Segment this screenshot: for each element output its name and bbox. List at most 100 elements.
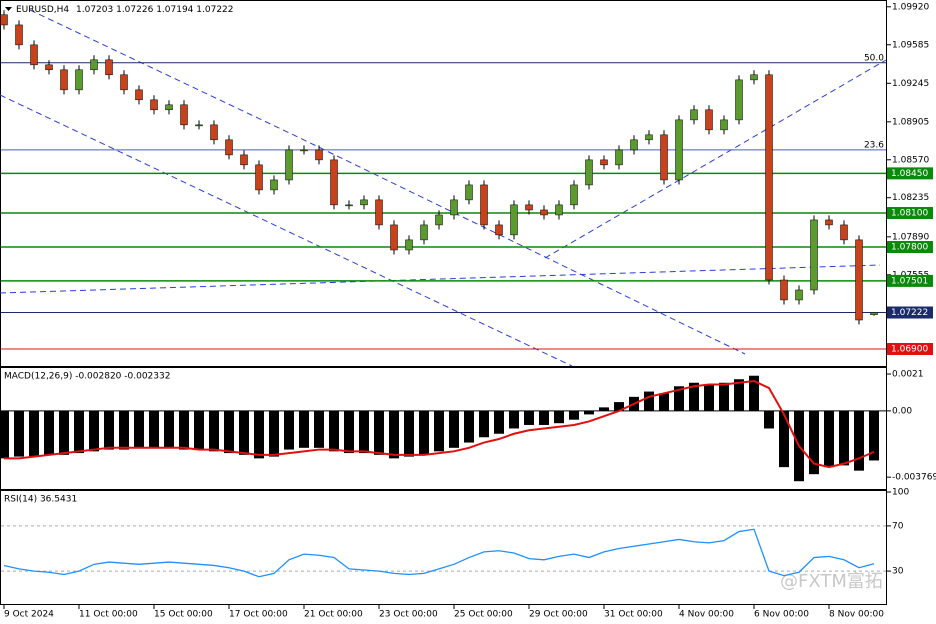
candle-body	[630, 139, 638, 151]
open: 1.07203	[76, 5, 113, 15]
y-tick-label: 100	[892, 488, 909, 498]
level-tag	[887, 343, 933, 356]
candle-body	[375, 199, 383, 226]
price-panel	[0, 0, 887, 367]
macd-bar	[704, 384, 714, 411]
macd-bar	[614, 402, 624, 411]
candle-body	[30, 44, 38, 66]
y-tick-label: 1.07890	[892, 232, 929, 242]
macd-bar	[269, 410, 279, 457]
candle-body	[465, 184, 473, 201]
y-tick-label: 1.09920	[892, 2, 929, 12]
x-tick-label: 25 Oct 00:00	[454, 610, 513, 620]
macd-bar	[674, 386, 684, 411]
symbol-header: EURUSD,H4 1.07203 1.07226 1.07194 1.0722…	[16, 5, 234, 15]
level-tag	[887, 167, 933, 180]
candle-body	[90, 59, 98, 71]
macd-bar	[569, 410, 579, 420]
candle-body	[75, 69, 83, 91]
macd-bar	[284, 410, 294, 450]
candle-body	[660, 134, 668, 181]
macd-bar	[149, 410, 159, 448]
macd-bar	[389, 410, 399, 459]
candle-body	[15, 24, 23, 46]
y-tick-label: 0.0021	[892, 369, 924, 379]
macd-bar	[809, 410, 819, 475]
macd-bar	[599, 407, 609, 411]
macd-bar	[224, 410, 234, 454]
rsi-line	[3, 528, 875, 578]
candle-body	[105, 59, 113, 76]
candle-body	[150, 99, 158, 111]
candle-body	[405, 239, 413, 251]
macd-bar	[44, 410, 54, 455]
candle-body	[240, 154, 248, 166]
level-label: 1.08100	[891, 209, 928, 219]
macd-bar	[854, 410, 864, 471]
candle-body	[285, 149, 293, 181]
candle-body	[675, 119, 683, 181]
candle-body	[540, 209, 548, 216]
candle-body	[825, 219, 833, 226]
low: 1.07194	[156, 5, 193, 15]
x-tick-label: 21 Oct 00:00	[304, 610, 363, 620]
macd-bar	[554, 410, 564, 424]
y-tick-label: 1.08570	[892, 155, 929, 165]
level-tag	[887, 241, 933, 254]
macd-bar	[59, 410, 69, 455]
candle-body	[300, 149, 308, 152]
candle-body	[495, 224, 503, 236]
macd-bar	[689, 382, 699, 411]
level-label: 1.07800	[891, 243, 928, 253]
candle-body	[165, 104, 173, 111]
candle-body	[120, 74, 128, 91]
macd-bar	[29, 410, 39, 457]
y-tick-label: -0.003769	[892, 473, 936, 483]
macd-bar	[299, 410, 309, 448]
trend-line	[0, 94, 573, 367]
candle-body	[645, 134, 653, 141]
fib-label: 50.0	[864, 53, 884, 63]
macd-bar	[659, 393, 669, 411]
candle-body	[855, 239, 863, 321]
macd-bar	[464, 410, 474, 443]
macd-bar	[14, 410, 24, 457]
macd-bar	[779, 410, 789, 468]
trend-line	[544, 59, 887, 259]
candle-body	[180, 104, 188, 126]
menu-arrow[interactable]	[5, 7, 12, 11]
fib-label: 23.6	[864, 140, 884, 150]
trend-line	[0, 264, 881, 294]
level-tag	[887, 207, 933, 220]
candle-body	[810, 219, 818, 291]
candle-body	[735, 79, 743, 121]
candle-body	[525, 204, 533, 211]
macd-bar	[839, 410, 849, 466]
candle-body	[750, 74, 758, 81]
macd-bar	[419, 410, 429, 455]
rsi-panel	[0, 490, 887, 605]
level-tag	[887, 306, 933, 319]
macd-bar	[239, 410, 249, 455]
candle-body	[420, 224, 428, 241]
candle-body	[45, 64, 53, 71]
candle-body	[255, 164, 263, 191]
watermark: @FXTM富拓	[780, 571, 883, 592]
level-label: 1.08450	[891, 169, 928, 179]
macd-bar	[179, 410, 189, 450]
x-tick-label: 8 Nov 00:00	[829, 610, 884, 620]
macd-bar	[194, 410, 204, 450]
high: 1.07226	[116, 5, 153, 15]
macd-bar	[524, 410, 534, 425]
signal-line	[4, 379, 875, 469]
x-tick-label: 9 Oct 2024	[4, 610, 54, 620]
macd-bar	[824, 410, 834, 468]
macd-bar	[374, 410, 384, 455]
level-label: 1.07222	[891, 308, 928, 318]
rsi-title: RSI(14) 36.5431	[4, 495, 77, 505]
candle-body	[210, 124, 218, 141]
candle-body	[345, 204, 353, 207]
candle-body	[360, 199, 368, 206]
level-label: 1.06900	[891, 345, 928, 355]
